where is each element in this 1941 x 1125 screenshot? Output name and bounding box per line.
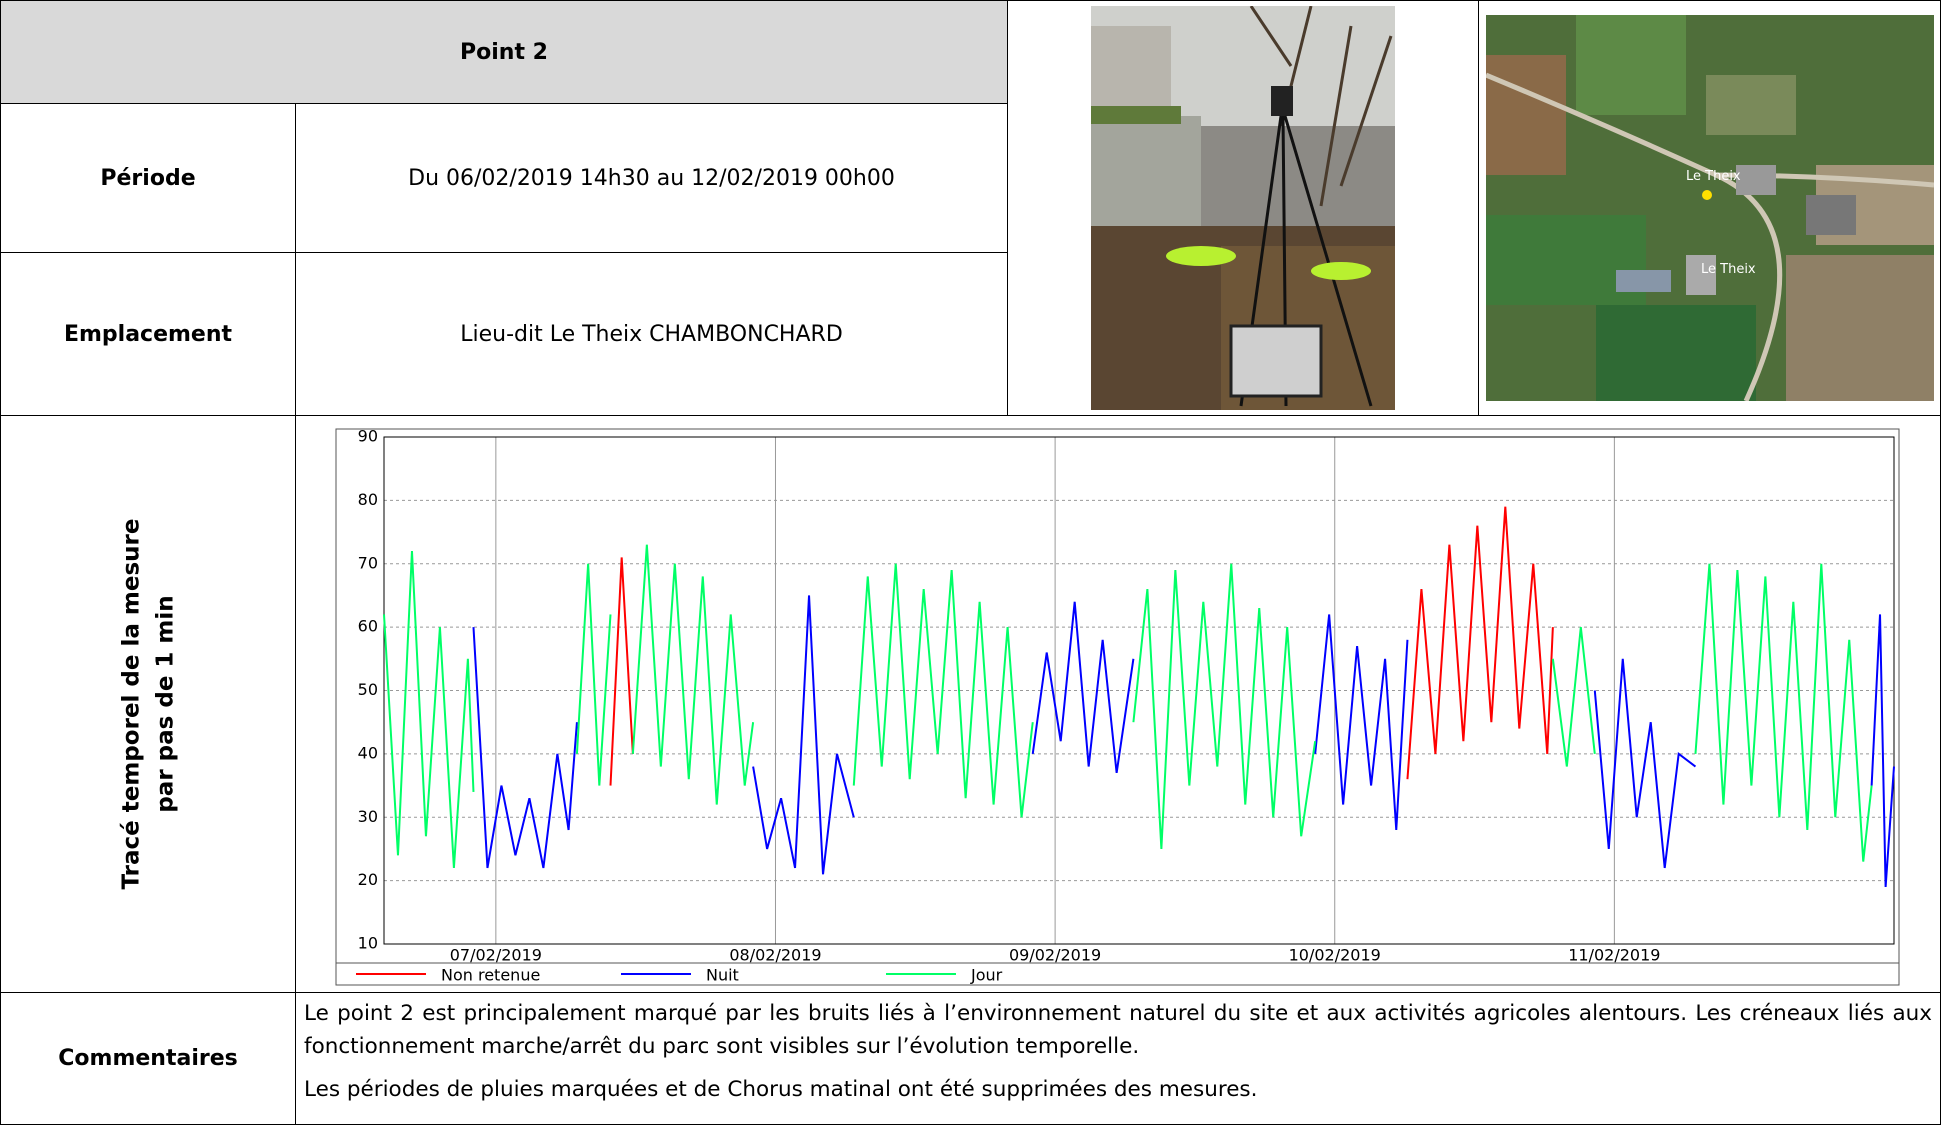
chart-label-cell: Tracé temporel de la mesure par pas de 1 … xyxy=(0,415,296,993)
photo-cell xyxy=(1007,0,1479,416)
y-tick-label: 80 xyxy=(358,490,378,509)
y-tick-label: 60 xyxy=(358,617,378,636)
comments-label-cell: Commentaires xyxy=(0,992,296,1125)
paragraph: Les périodes de pluies marquées et de Ch… xyxy=(304,1077,1258,1102)
x-tick-label: 08/02/2019 xyxy=(729,946,821,965)
row-value: Lieu-dit Le Theix CHAMBONCHARD xyxy=(295,252,1008,416)
legend-label: Nuit xyxy=(706,966,739,985)
y-tick-label: 40 xyxy=(358,743,378,762)
comments-cell: Le point 2 est principalement marqué par… xyxy=(295,992,1941,1125)
y-tick-label: 70 xyxy=(358,553,378,572)
chart-cell: 10 20 30 40 50 60 70 80 90 07/02/2019 08/02/2019 09… xyxy=(295,415,1941,993)
x-tick-label: 11/02/2019 xyxy=(1568,946,1660,965)
map-label: Le Theix xyxy=(1701,262,1756,277)
x-tick-label: 09/02/2019 xyxy=(1009,946,1101,965)
map-cell: Le Theix Le Theix xyxy=(1478,0,1941,416)
legend-label: Jour xyxy=(970,966,1003,985)
data-line xyxy=(472,595,1895,888)
paragraph: Le point 2 est principalement marqué par… xyxy=(304,1001,1932,1059)
label: Emplacement xyxy=(63,321,233,347)
y-tick-label: 20 xyxy=(358,870,378,889)
value: Du 06/02/2019 14h30 au 12/02/2019 00h00 xyxy=(408,165,895,191)
chart-label: Tracé temporel de la mesure par pas de 1 … xyxy=(114,519,182,890)
plot-frame xyxy=(383,436,1895,945)
map-label: Le Theix xyxy=(1686,169,1741,184)
label: Période xyxy=(100,165,196,191)
value: Lieu-dit Le Theix CHAMBONCHARD xyxy=(460,321,843,347)
y-tick-label: 50 xyxy=(358,680,378,699)
label-line: par pas de 1 min xyxy=(152,595,179,813)
legend-label: Non retenue xyxy=(441,966,540,985)
data-line xyxy=(383,544,1873,869)
label-line: Tracé temporel de la mesure xyxy=(118,518,145,890)
row-label: Période xyxy=(0,103,296,253)
label: Commentaires xyxy=(58,1046,238,1071)
x-tick-label: 07/02/2019 xyxy=(450,946,542,965)
y-tick-label: 30 xyxy=(358,807,378,826)
x-tick-label: 10/02/2019 xyxy=(1289,946,1381,965)
y-tick-label: 90 xyxy=(358,427,378,446)
y-tick-label: 10 xyxy=(358,934,378,953)
data-line xyxy=(609,506,1554,786)
map: Le Theix Le Theix xyxy=(1485,15,1934,401)
title: Point 2 xyxy=(460,39,548,65)
row-value: Du 06/02/2019 14h30 au 12/02/2019 00h00 xyxy=(295,103,1008,253)
photo xyxy=(1091,6,1395,410)
row-label: Emplacement xyxy=(0,252,296,416)
chart: 10 20 30 40 50 60 70 80 90 07/02/2019 08/02/2019 09… xyxy=(335,427,1900,986)
title-cell: Point 2 xyxy=(0,0,1008,104)
